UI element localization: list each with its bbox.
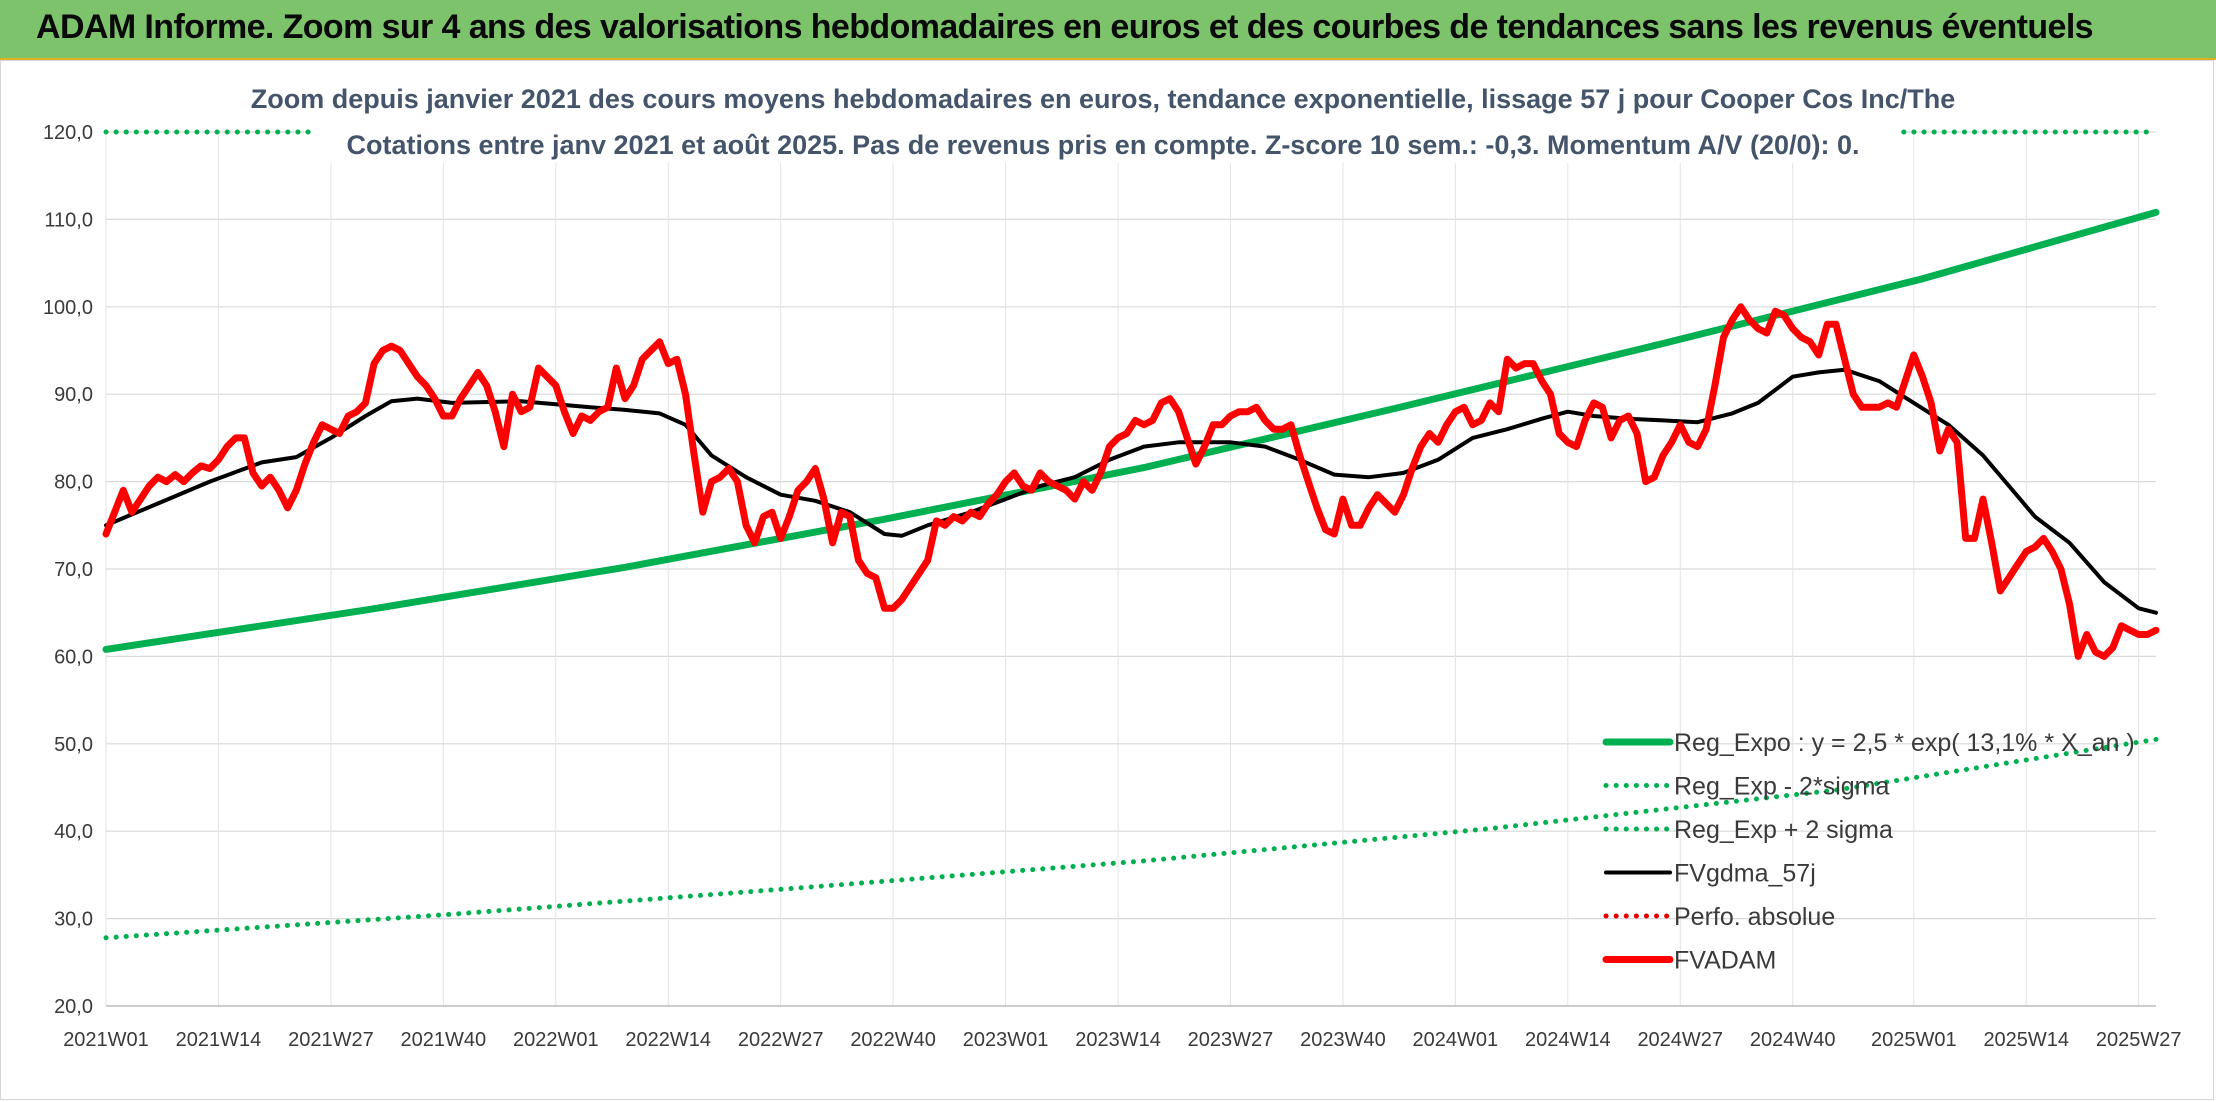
x-tick-label: 2024W40 [1750,1029,1836,1051]
series-line-3 [104,367,2158,615]
x-tick-label: 2025W14 [1983,1029,2069,1051]
legend-label-0: Reg_Expo : y = 2,5 * exp( 13,1% * X_an ) [1674,729,2135,757]
x-tick-label: 2023W40 [1300,1029,1386,1051]
x-tick-label: 2023W01 [963,1029,1049,1051]
x-tick-label: 2021W40 [401,1029,487,1051]
y-tick-label: 90,0 [54,384,93,406]
y-tick-label: 50,0 [54,734,93,756]
legend-label-2: Reg_Exp + 2 sigma [1674,816,1893,844]
x-tick-label: 2022W27 [738,1029,824,1051]
x-tick-label: 2023W27 [1188,1029,1274,1051]
title-backdrop [311,61,1901,163]
chart-title-line-1: Zoom depuis janvier 2021 des cours moyen… [251,84,1956,114]
report-header: ADAM Informe. Zoom sur 4 ans des valoris… [0,0,2216,60]
x-tick-label: 2024W27 [1637,1029,1723,1051]
series-layer [102,129,2160,941]
x-tick-label: 2022W40 [850,1029,936,1051]
legend-label-3: FVgdma_57j [1674,860,1816,888]
x-tick-label: 2021W14 [176,1029,262,1051]
y-tick-label: 70,0 [54,559,93,581]
x-tick-label: 2025W27 [2096,1029,2182,1051]
line-chart: 20,0 30,0 40,0 50,0 60,0 70,0 80,0 90,0 100,0 110… [43,61,2182,1051]
y-tick-label: 20,0 [54,996,93,1018]
series-line-5 [102,303,2160,660]
legend-label-4: Perfo. absolue [1674,903,1835,931]
y-tick-label: 40,0 [54,821,93,843]
y-tick-label: 120,0 [43,122,93,144]
chart-title-line-2: Cotations entre janv 2021 et août 2025. … [346,130,1859,160]
x-tick-label: 2022W01 [513,1029,599,1051]
x-tick-label: 2024W01 [1413,1029,1499,1051]
x-tick-label: 2021W27 [288,1029,374,1051]
x-tick-label: 2025W01 [1871,1029,1957,1051]
series-line-0 [102,208,2160,653]
report-title: ADAM Informe. Zoom sur 4 ans des valoris… [36,8,2094,46]
y-tick-label: 100,0 [43,297,93,319]
y-tick-label: 30,0 [54,909,93,931]
x-tick-label: 2022W14 [625,1029,711,1051]
series-line-1 [103,736,2159,941]
gridlines [105,131,2156,1007]
y-axis: 20,0 30,0 40,0 50,0 60,0 70,0 80,0 90,0 100,0 110… [43,122,93,1018]
y-tick-label: 110,0 [44,209,93,231]
x-tick-label: 2021W01 [63,1029,149,1051]
legend: Reg_Expo : y = 2,5 * exp( 13,1% * X_an )… [1602,729,2135,975]
chart-frame: 20,0 30,0 40,0 50,0 60,0 70,0 80,0 90,0 100,0 110… [0,60,2214,1100]
x-tick-label: 2023W14 [1075,1029,1161,1051]
legend-label-5: FVADAM [1674,947,1776,975]
y-tick-label: 60,0 [54,646,93,668]
x-axis: 2021W01 2021W14 2021W27 2021W40 2022W01 2022W… [63,1005,2182,1051]
legend-label-1: Reg_Exp - 2*sigma [1674,773,1889,801]
y-tick-label: 80,0 [54,472,93,494]
x-tick-label: 2024W14 [1525,1029,1611,1051]
